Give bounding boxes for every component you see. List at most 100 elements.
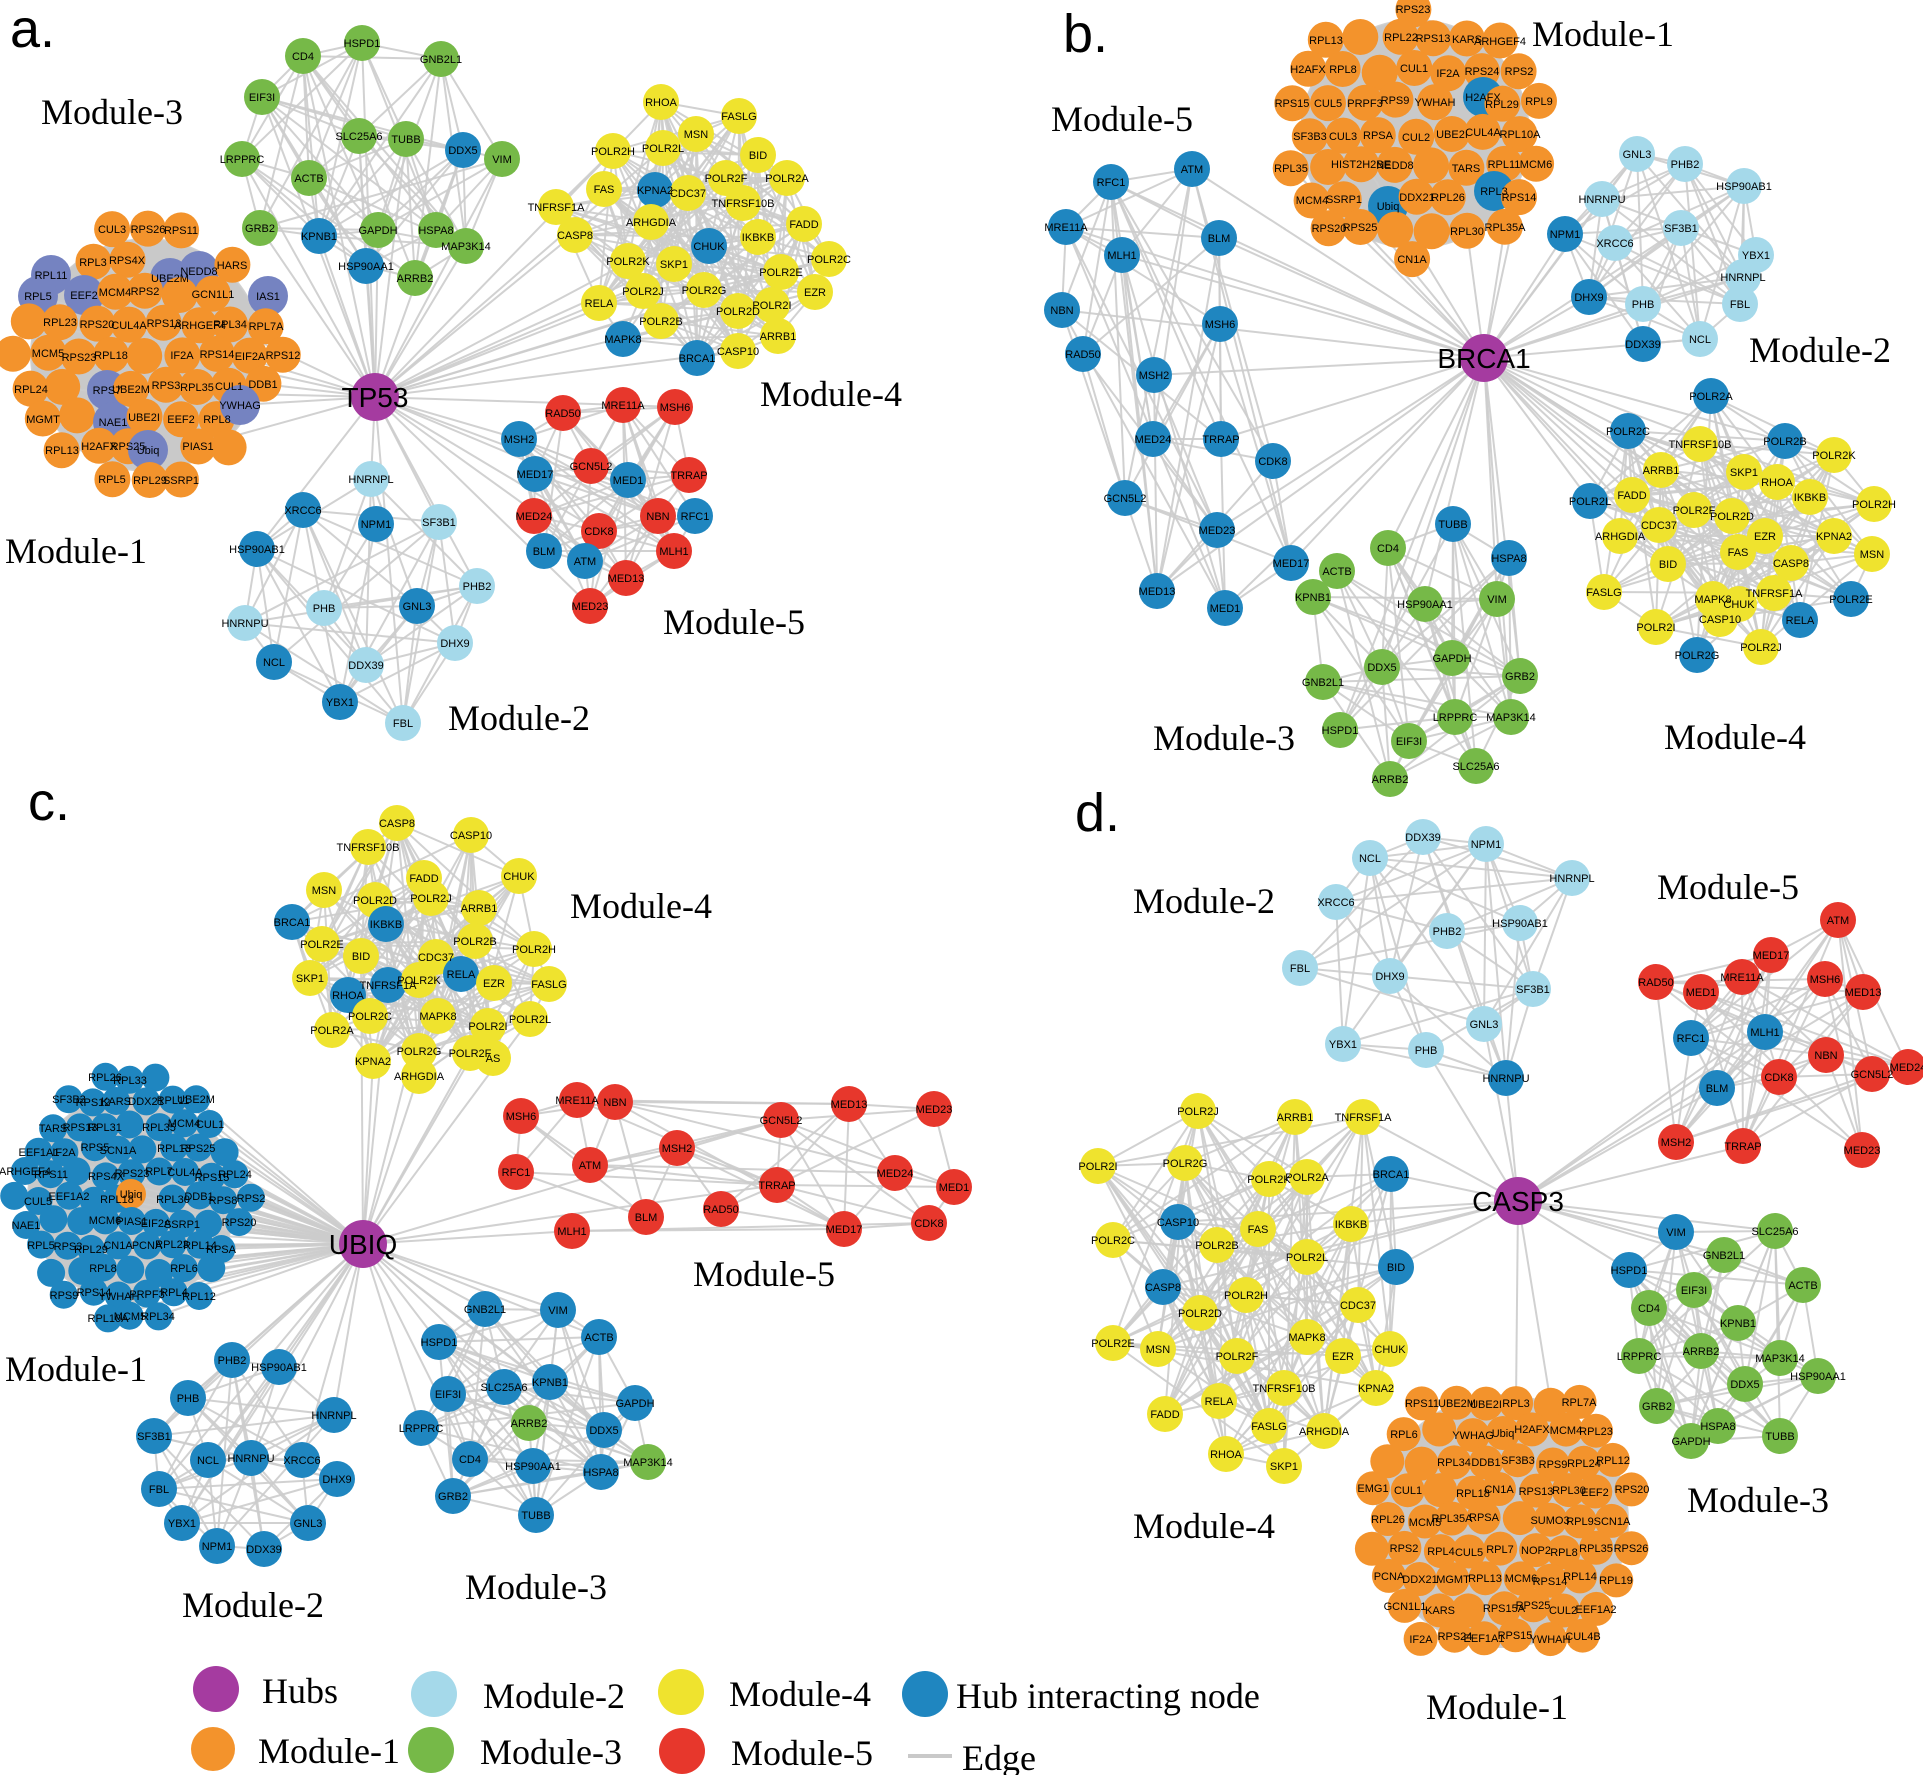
svg-text:XRCC6: XRCC6 (284, 505, 321, 517)
svg-text:MCM4: MCM4 (99, 287, 131, 299)
svg-text:TUBB: TUBB (1765, 1431, 1794, 1443)
svg-text:EEF1A2: EEF1A2 (49, 1191, 90, 1203)
svg-text:Module-1: Module-1 (1532, 14, 1674, 54)
svg-text:FADD: FADD (409, 873, 438, 885)
svg-text:HSPA8: HSPA8 (583, 1467, 618, 1479)
svg-text:YWHAH: YWHAH (1415, 97, 1456, 109)
svg-text:MED13: MED13 (1139, 586, 1176, 598)
svg-text:XRCC6: XRCC6 (1317, 897, 1354, 909)
svg-text:MSN: MSN (312, 885, 337, 897)
svg-text:RPS14: RPS14 (1502, 192, 1537, 204)
svg-text:RPL11: RPL11 (157, 1095, 190, 1107)
svg-text:DDX39: DDX39 (1405, 832, 1440, 844)
svg-text:TRRAP: TRRAP (758, 1180, 795, 1192)
svg-text:RPSA: RPSA (1363, 130, 1394, 142)
svg-text:Module-1: Module-1 (258, 1731, 400, 1771)
svg-text:ACTB: ACTB (584, 1332, 613, 1344)
svg-text:c.: c. (28, 772, 70, 832)
svg-text:RPS20: RPS20 (80, 319, 115, 331)
svg-text:POLR2F: POLR2F (1673, 505, 1716, 517)
svg-text:MCM4: MCM4 (168, 1118, 200, 1130)
svg-text:RPS14: RPS14 (77, 1287, 112, 1299)
svg-text:NEDD8: NEDD8 (1376, 160, 1413, 172)
svg-text:RPL30: RPL30 (156, 1194, 190, 1206)
svg-text:MED24: MED24 (1890, 1062, 1923, 1074)
svg-text:KPNA2: KPNA2 (637, 185, 673, 197)
svg-text:RPS2: RPS2 (131, 286, 160, 298)
svg-text:SLC25A6: SLC25A6 (480, 1382, 527, 1394)
svg-text:POLR2C: POLR2C (807, 254, 851, 266)
svg-text:RELA: RELA (1786, 615, 1815, 627)
svg-text:CASP8: CASP8 (1773, 558, 1809, 570)
svg-text:ARRB1: ARRB1 (1643, 465, 1680, 477)
svg-text:SCN1A: SCN1A (100, 1145, 137, 1157)
svg-text:MSH6: MSH6 (506, 1111, 537, 1123)
svg-text:ATM: ATM (1827, 915, 1849, 927)
svg-text:PCNA: PCNA (1374, 1571, 1405, 1583)
svg-text:MAP3K14: MAP3K14 (1755, 1353, 1805, 1365)
svg-text:MRE11A: MRE11A (1720, 972, 1764, 984)
svg-text:FBL: FBL (393, 718, 413, 730)
svg-text:MCM4: MCM4 (1296, 195, 1328, 207)
svg-text:RPS13: RPS13 (1519, 1486, 1554, 1498)
svg-text:RPL11: RPL11 (35, 270, 68, 282)
svg-text:BID: BID (749, 150, 767, 162)
svg-text:HNRNPL: HNRNPL (1720, 272, 1765, 284)
svg-text:CHUK: CHUK (1723, 599, 1755, 611)
svg-text:MED24: MED24 (877, 1168, 914, 1180)
svg-text:RELA: RELA (447, 969, 476, 981)
svg-text:Module-3: Module-3 (1153, 718, 1295, 758)
svg-text:RPS5: RPS5 (81, 1142, 110, 1154)
svg-text:HNRNPL: HNRNPL (348, 474, 393, 486)
svg-text:CASP10: CASP10 (450, 830, 492, 842)
svg-text:SUMO3: SUMO3 (1530, 1515, 1569, 1527)
svg-text:Module-1: Module-1 (1426, 1687, 1568, 1727)
svg-text:NPM1: NPM1 (361, 519, 392, 531)
svg-text:POLR2E: POLR2E (1829, 594, 1872, 606)
svg-text:EEF1A2: EEF1A2 (1576, 1604, 1617, 1616)
svg-text:RPS25: RPS25 (111, 441, 146, 453)
svg-text:SSRP1: SSRP1 (163, 475, 199, 487)
svg-text:CDC37: CDC37 (1641, 520, 1677, 532)
svg-text:KARS: KARS (101, 1096, 131, 1108)
svg-text:ACTB: ACTB (1322, 566, 1351, 578)
svg-text:MSH6: MSH6 (1205, 319, 1236, 331)
svg-text:DDX39: DDX39 (348, 660, 383, 672)
svg-text:POLR2G: POLR2G (682, 285, 727, 297)
svg-text:MAPK8: MAPK8 (604, 334, 641, 346)
svg-text:RPL18: RPL18 (94, 350, 128, 362)
svg-text:Ubiq: Ubiq (120, 1189, 143, 1201)
svg-text:XRCC6: XRCC6 (283, 1455, 320, 1467)
svg-text:RPL13: RPL13 (1309, 35, 1343, 47)
svg-text:LRPPRC: LRPPRC (1433, 712, 1478, 724)
svg-text:YBX1: YBX1 (1742, 250, 1770, 262)
svg-text:RPL23: RPL23 (155, 1239, 189, 1251)
svg-text:RPL34: RPL34 (1437, 1457, 1471, 1469)
svg-text:KARS: KARS (1425, 1605, 1455, 1617)
svg-text:Module-4: Module-4 (570, 886, 712, 926)
svg-text:H2AFX: H2AFX (1290, 64, 1326, 76)
svg-text:CDC37: CDC37 (670, 188, 706, 200)
svg-text:YWHAH: YWHAH (1530, 1634, 1571, 1646)
svg-text:RPS25: RPS25 (1343, 222, 1378, 234)
svg-text:Module-5: Module-5 (1657, 867, 1799, 907)
svg-text:RPS25: RPS25 (181, 1143, 216, 1155)
svg-text:POLR2I: POLR2I (1636, 622, 1675, 634)
svg-text:RPS7: RPS7 (93, 385, 122, 397)
svg-text:NCL: NCL (1689, 334, 1711, 346)
svg-text:HSPD1: HSPD1 (421, 1337, 458, 1349)
svg-text:HSP90AA1: HSP90AA1 (505, 1461, 561, 1473)
svg-text:ARHGDIA: ARHGDIA (1299, 1426, 1350, 1438)
svg-text:SF3B1: SF3B1 (422, 517, 456, 529)
svg-text:Hub interacting node: Hub interacting node (956, 1676, 1260, 1716)
svg-text:Module-4: Module-4 (760, 374, 902, 414)
svg-text:RPL23: RPL23 (43, 317, 77, 329)
svg-text:POLR2E: POLR2E (759, 267, 802, 279)
svg-text:RPS26: RPS26 (1614, 1543, 1649, 1555)
svg-text:Ubiq: Ubiq (137, 445, 160, 457)
svg-text:MRE11A: MRE11A (1044, 222, 1088, 234)
svg-text:VIM: VIM (492, 154, 512, 166)
svg-text:CHUK: CHUK (693, 241, 725, 253)
svg-text:NAE1: NAE1 (99, 417, 128, 429)
svg-text:TNFRSF10B: TNFRSF10B (1253, 1383, 1316, 1395)
